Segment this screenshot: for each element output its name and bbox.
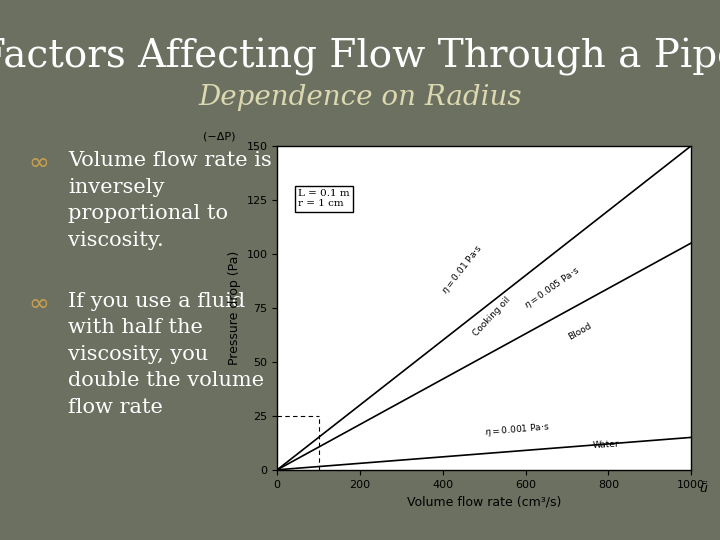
Text: L = 0.1 m
r = 1 cm: L = 0.1 m r = 1 cm (298, 189, 349, 208)
X-axis label: Volume flow rate (cm³/s): Volume flow rate (cm³/s) (407, 495, 562, 508)
Text: Blood: Blood (567, 322, 593, 342)
Text: (−ΔP): (−ΔP) (203, 131, 235, 141)
Text: Factors Affecting Flow Through a Pipe: Factors Affecting Flow Through a Pipe (0, 38, 720, 76)
Text: ∞: ∞ (29, 292, 50, 315)
Text: Dependence on Radius: Dependence on Radius (198, 84, 522, 111)
Text: If you use a fluid
with half the
viscosity, you
double the volume
flow rate: If you use a fluid with half the viscosi… (68, 292, 264, 416)
Y-axis label: Pressure drop (Pa): Pressure drop (Pa) (228, 251, 240, 365)
Text: Volume flow rate is
inversely
proportional to
viscosity.: Volume flow rate is inversely proportion… (68, 151, 272, 249)
Text: $\eta = 0.01\ \mathrm{Pa{\cdot}s}$: $\eta = 0.01\ \mathrm{Pa{\cdot}s}$ (438, 241, 486, 296)
Text: Water: Water (592, 440, 619, 450)
Text: $\eta = 0.005\ \mathrm{Pa{\cdot}s}$: $\eta = 0.005\ \mathrm{Pa{\cdot}s}$ (521, 264, 582, 312)
Text: ∞: ∞ (29, 151, 50, 175)
Text: $\eta = 0.001\ \mathrm{Pa{\cdot}s}$: $\eta = 0.001\ \mathrm{Pa{\cdot}s}$ (484, 421, 551, 439)
Text: ṻ: ṻ (700, 482, 707, 496)
Text: Cooking oil: Cooking oil (472, 295, 513, 338)
